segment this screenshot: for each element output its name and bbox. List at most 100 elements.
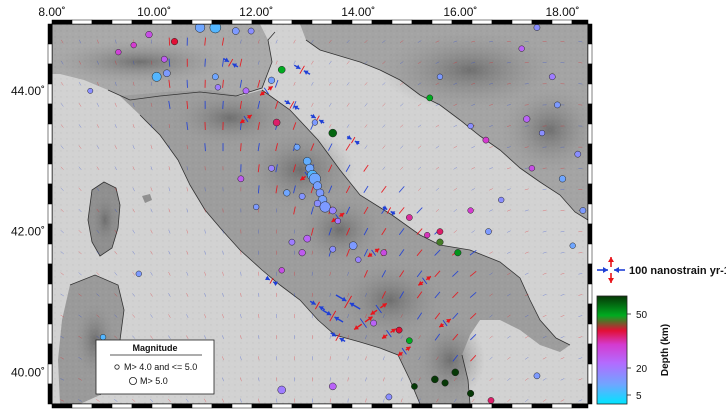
strain-grid-mark (275, 164, 278, 173)
earthquake-marker (311, 119, 319, 126)
strain-grid-mark (489, 104, 493, 106)
strain-grid-mark (453, 230, 457, 234)
strain-grid-mark (239, 79, 243, 88)
strain-grid-mark (453, 82, 458, 85)
strain-grid-mark (186, 314, 189, 318)
strain-grid-mark (132, 398, 136, 402)
strain-grid-mark (346, 39, 350, 44)
strain-grid-mark (293, 250, 295, 255)
strain-grid-mark (222, 377, 225, 382)
strain-grid-mark (221, 58, 225, 67)
strain-grid-mark (489, 188, 493, 191)
earthquake-marker (313, 199, 321, 207)
strain-grid-mark (471, 398, 475, 403)
strain-grid-mark (452, 291, 459, 299)
strain-grid-mark (114, 272, 118, 276)
strain-grid-mark (60, 60, 64, 65)
strain-grid-mark (435, 103, 440, 107)
strain-grid-mark (578, 378, 583, 381)
strain-grid-mark (489, 272, 493, 276)
strain-grid-mark (60, 357, 65, 360)
strain-grid-mark (398, 228, 405, 236)
strain-grid-mark (400, 356, 403, 361)
strain-grid-mark (489, 377, 493, 381)
strain-grid-mark (560, 378, 565, 381)
strain-grid-mark (506, 146, 511, 148)
earthquake-marker (130, 42, 137, 49)
strain-grid-mark (114, 187, 118, 192)
earthquake-marker (533, 372, 541, 380)
strain-grid-mark (240, 39, 242, 44)
strain-grid-mark (327, 143, 333, 151)
strain-grid-mark (257, 60, 260, 65)
strain-rate-markers (223, 57, 452, 357)
strain-grid-mark (542, 251, 547, 254)
strain-grid-mark (507, 251, 511, 254)
strain-grid-mark (168, 314, 171, 318)
strain-grid-mark (168, 79, 171, 88)
strain-grid-mark (60, 314, 65, 318)
strain-grid-mark (276, 377, 278, 382)
strain-grid-mark (578, 231, 583, 233)
strain-grid-mark (167, 398, 171, 403)
strain-grid-mark (434, 333, 441, 341)
strain-grid-mark (311, 81, 314, 86)
strain-grid-mark (222, 335, 224, 340)
strain-scale: 100 nanostrain yr-1 (597, 257, 726, 283)
strain-grid-mark (452, 270, 459, 277)
earthquake-marker (355, 256, 362, 263)
strain-grid-mark (400, 103, 404, 107)
strain-marker (381, 328, 397, 340)
earthquake-marker (406, 337, 413, 344)
strain-grid-mark (363, 206, 369, 215)
strain-marker (397, 346, 411, 357)
strain-grid-mark (560, 294, 565, 296)
strain-grid-mark (328, 185, 333, 194)
strain-grid-mark (257, 398, 260, 403)
strain-grid-mark (435, 166, 440, 170)
strain-grid-mark (150, 208, 153, 213)
strain-grid-mark (96, 60, 99, 65)
earthquake-marker (298, 193, 306, 200)
earthquake-marker (115, 49, 122, 56)
strain-grid-mark (115, 39, 117, 44)
strain-marker (346, 134, 360, 146)
strain-grid-mark (416, 207, 423, 214)
earthquake-marker (498, 196, 505, 204)
strain-grid-mark (436, 356, 439, 361)
strain-grid-mark (150, 398, 154, 403)
strain-grid-mark (382, 377, 385, 382)
strain-grid-mark (114, 124, 117, 128)
strain-grid-mark (258, 314, 260, 319)
strain-grid-mark (524, 378, 529, 381)
strain-grid-mark (292, 101, 297, 109)
earthquake-marker (485, 228, 492, 235)
strain-grid-mark (453, 166, 458, 170)
strain-grid-mark (578, 315, 583, 317)
strain-grid-mark (365, 356, 367, 361)
strain-grid-mark (96, 229, 100, 234)
strain-grid-mark (78, 187, 82, 192)
strain-grid-mark (168, 271, 171, 276)
strain-grid-mark (435, 208, 440, 212)
strain-grid-mark (293, 39, 296, 44)
strain-grid-mark (469, 249, 477, 256)
strain-marker (335, 294, 361, 310)
strain-grid-mark (292, 122, 297, 130)
strain-grid-mark (150, 166, 153, 171)
strain-grid-mark (168, 250, 171, 255)
strain-grid-mark (542, 167, 547, 169)
strain-grid-mark (489, 335, 493, 339)
strain-grid-mark (542, 378, 547, 381)
strain-grid-mark (381, 270, 387, 278)
strain-grid-mark (578, 62, 583, 64)
strain-grid-mark (417, 166, 422, 170)
strain-grid-mark (276, 208, 278, 213)
strain-grid-mark (222, 292, 224, 297)
strain-grid-mark (60, 124, 64, 128)
strain-grid-mark (398, 186, 405, 193)
strain-marker (322, 309, 344, 323)
strain-grid-mark (434, 270, 441, 278)
strain-grid-mark (382, 61, 386, 65)
strain-grid-mark (78, 81, 82, 86)
